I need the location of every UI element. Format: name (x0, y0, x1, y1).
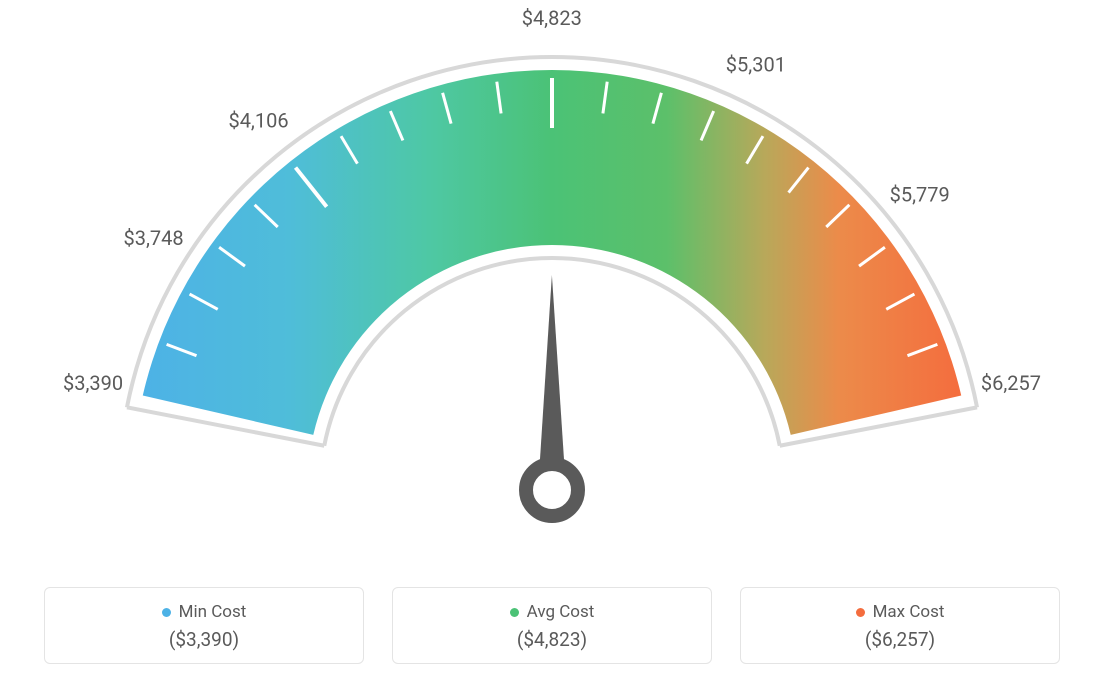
avg-cost-value: ($4,823) (413, 628, 691, 651)
gauge-tick-label: $4,106 (228, 109, 288, 133)
summary-cards: Min Cost ($3,390) Avg Cost ($4,823) Max … (44, 587, 1060, 665)
max-cost-card: Max Cost ($6,257) (740, 587, 1060, 665)
gauge-tick-label: $5,779 (890, 183, 950, 207)
min-cost-card: Min Cost ($3,390) (44, 587, 364, 665)
dot-icon (510, 608, 519, 617)
avg-cost-card: Avg Cost ($4,823) (392, 587, 712, 665)
cost-gauge: $3,390$3,748$4,106$4,823$5,301$5,779$6,2… (52, 40, 1052, 540)
gauge-tick-label: $6,257 (981, 371, 1041, 395)
max-cost-label: Max Cost (856, 602, 945, 622)
gauge-tick-label: $3,748 (124, 226, 184, 250)
dot-icon (162, 608, 171, 617)
dot-icon (856, 608, 865, 617)
min-cost-value: ($3,390) (65, 628, 343, 651)
gauge-hub (526, 464, 578, 516)
avg-cost-label: Avg Cost (510, 602, 595, 622)
min-cost-label-text: Min Cost (179, 602, 247, 622)
gauge-tick-label: $4,823 (522, 6, 582, 30)
max-cost-value: ($6,257) (761, 628, 1039, 651)
min-cost-label: Min Cost (162, 602, 247, 622)
avg-cost-label-text: Avg Cost (527, 602, 595, 622)
gauge-tick-label: $5,301 (726, 52, 786, 76)
max-cost-label-text: Max Cost (873, 602, 945, 622)
gauge-tick-label: $3,390 (63, 371, 123, 395)
